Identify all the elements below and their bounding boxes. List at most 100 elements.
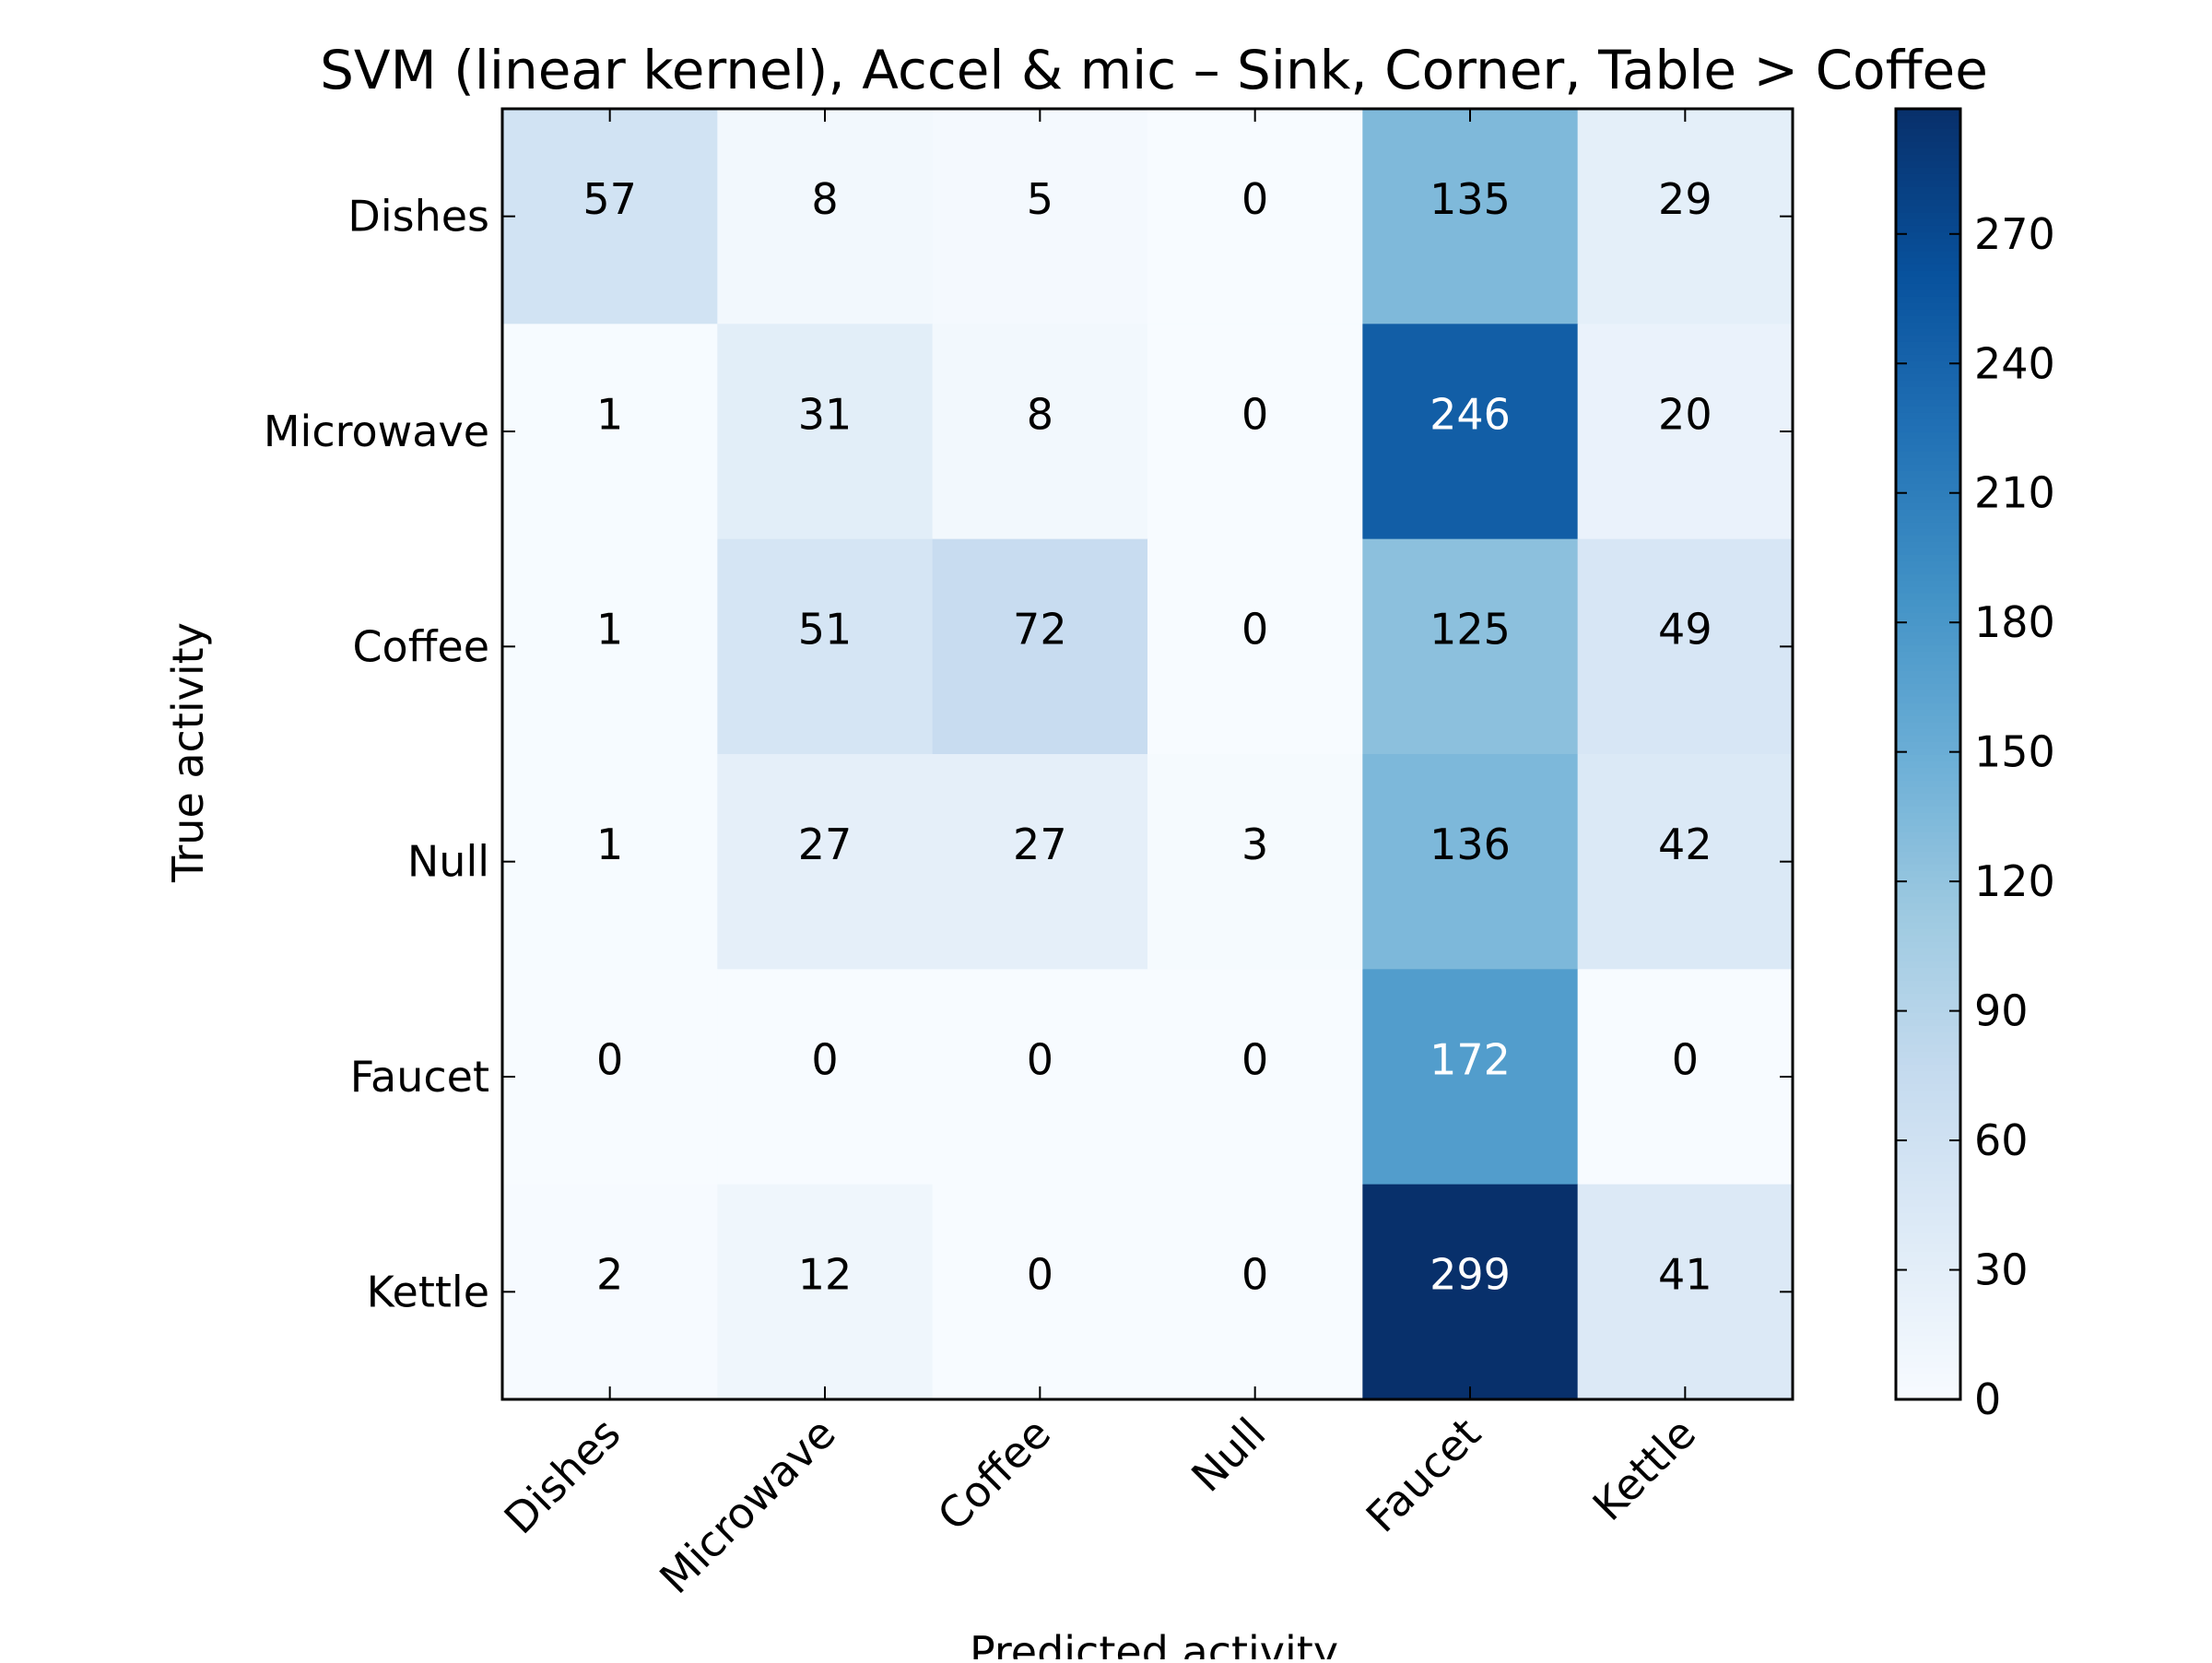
colorbar-segment: [1896, 980, 1960, 987]
colorbar-segment: [1896, 677, 1960, 684]
colorbar-segment: [1896, 967, 1960, 974]
colorbar-segment: [1896, 277, 1960, 284]
colorbar-segment: [1896, 857, 1960, 865]
colorbar-segment: [1896, 328, 1960, 336]
colorbar-segment: [1896, 1090, 1960, 1097]
cell-value-label: 0: [1241, 1034, 1268, 1084]
colorbar-segment: [1896, 464, 1960, 471]
colorbar-segment: [1896, 1367, 1960, 1374]
colorbar-segment: [1896, 309, 1960, 316]
heatmap-cell: [1362, 109, 1579, 324]
y-tick-label: Faucet: [350, 1052, 489, 1102]
colorbar-segment: [1896, 1135, 1960, 1142]
colorbar-segment: [1896, 948, 1960, 955]
colorbar-segment: [1896, 1077, 1960, 1084]
colorbar-segment: [1896, 935, 1960, 942]
y-tick-label: Dishes: [347, 192, 489, 242]
colorbar-tick-label: 90: [1974, 986, 2029, 1036]
colorbar-segment: [1896, 999, 1960, 1007]
colorbar: 0 30 60 90 120 150 180 210 240 270: [1894, 107, 2055, 1424]
colorbar-tick-label: 240: [1974, 338, 2055, 388]
colorbar-segment: [1896, 1212, 1960, 1220]
x-axis-label: Predicted activity: [970, 1627, 1338, 1659]
colorbar-segment: [1896, 1303, 1960, 1310]
colorbar-segment: [1896, 315, 1960, 323]
colorbar-segment: [1896, 541, 1960, 548]
colorbar-segment: [1896, 1283, 1960, 1291]
colorbar-segment: [1896, 1315, 1960, 1323]
colorbar-segment: [1896, 1341, 1960, 1349]
colorbar-segment: [1896, 1186, 1960, 1194]
colorbar-segment: [1896, 1309, 1960, 1316]
colorbar-segment: [1896, 180, 1960, 187]
colorbar-segment: [1896, 1270, 1960, 1278]
colorbar-segment: [1896, 1322, 1960, 1329]
colorbar-segment: [1896, 631, 1960, 639]
colorbar-segment: [1896, 619, 1960, 626]
colorbar-segment: [1896, 412, 1960, 419]
cell-value-label: 3: [1241, 820, 1268, 869]
cell-value-label: 12: [798, 1250, 853, 1300]
colorbar-segment: [1896, 193, 1960, 200]
heatmap-cell: [1147, 969, 1363, 1185]
colorbar-tick-label: 150: [1974, 727, 2055, 777]
colorbar-segment: [1896, 754, 1960, 761]
cell-value-label: 0: [1241, 1250, 1268, 1300]
cell-value-label: 0: [1241, 174, 1268, 224]
colorbar-segment: [1896, 638, 1960, 645]
colorbar-segment: [1896, 257, 1960, 265]
heatmap-cell: [502, 324, 718, 540]
cell-value-label: 31: [798, 389, 853, 439]
heatmap-cells: [502, 109, 1794, 1400]
colorbar-segment: [1896, 289, 1960, 297]
colorbar-segment: [1896, 586, 1960, 594]
heatmap-cell: [1577, 969, 1794, 1185]
colorbar-segment: [1896, 883, 1960, 890]
colorbar-segment: [1896, 502, 1960, 510]
heatmap-cell: [717, 969, 934, 1185]
colorbar-segment: [1896, 1128, 1960, 1136]
colorbar-segment: [1896, 109, 1960, 116]
colorbar-segment: [1896, 489, 1960, 497]
colorbar-segment: [1896, 1264, 1960, 1271]
colorbar-segment: [1896, 515, 1960, 523]
heatmap-cell-labels: 57 8 5 0 135 291 31 8 0 246 201 51 72 0 125 491 27 27 3 136…: [582, 174, 1712, 1300]
cell-value-label: 27: [1013, 820, 1067, 869]
colorbar-segment: [1896, 1103, 1960, 1110]
colorbar-segment: [1896, 522, 1960, 529]
heatmap-cell: [502, 538, 718, 755]
colorbar-segment: [1896, 580, 1960, 587]
colorbar-segment: [1896, 264, 1960, 271]
colorbar-segment: [1896, 812, 1960, 820]
heatmap-cell: [717, 324, 934, 540]
colorbar-segment: [1896, 1232, 1960, 1239]
colorbar-segment: [1896, 251, 1960, 258]
cell-value-label: 136: [1430, 820, 1511, 869]
colorbar-segment: [1896, 1083, 1960, 1091]
colorbar-segment: [1896, 1025, 1960, 1032]
colorbar-segment: [1896, 735, 1960, 742]
colorbar-segment: [1896, 477, 1960, 484]
heatmap-cell: [1362, 1184, 1579, 1400]
colorbar-segment: [1896, 844, 1960, 852]
colorbar-segment: [1896, 902, 1960, 910]
heatmap-cell: [717, 1184, 934, 1400]
colorbar-segment: [1896, 1141, 1960, 1149]
colorbar-segment: [1896, 993, 1960, 1000]
colorbar-segment: [1896, 399, 1960, 407]
colorbar-segment: [1896, 1219, 1960, 1226]
colorbar-segment: [1896, 773, 1960, 781]
colorbar-segment: [1896, 864, 1960, 871]
cell-value-label: 8: [1027, 389, 1053, 439]
heatmap-cell: [1147, 324, 1363, 540]
heatmap-cell: [1577, 1184, 1794, 1400]
colorbar-segment: [1896, 302, 1960, 310]
colorbar-segment: [1896, 1380, 1960, 1387]
y-axis-label: True activity: [163, 622, 213, 883]
colorbar-tick-label: 120: [1974, 856, 2055, 906]
colorbar-segment: [1896, 122, 1960, 129]
cell-value-label: 72: [1013, 605, 1067, 655]
cell-value-label: 20: [1658, 389, 1712, 439]
x-tick-label: Faucet: [1357, 1409, 1490, 1542]
colorbar-segment: [1896, 560, 1960, 568]
